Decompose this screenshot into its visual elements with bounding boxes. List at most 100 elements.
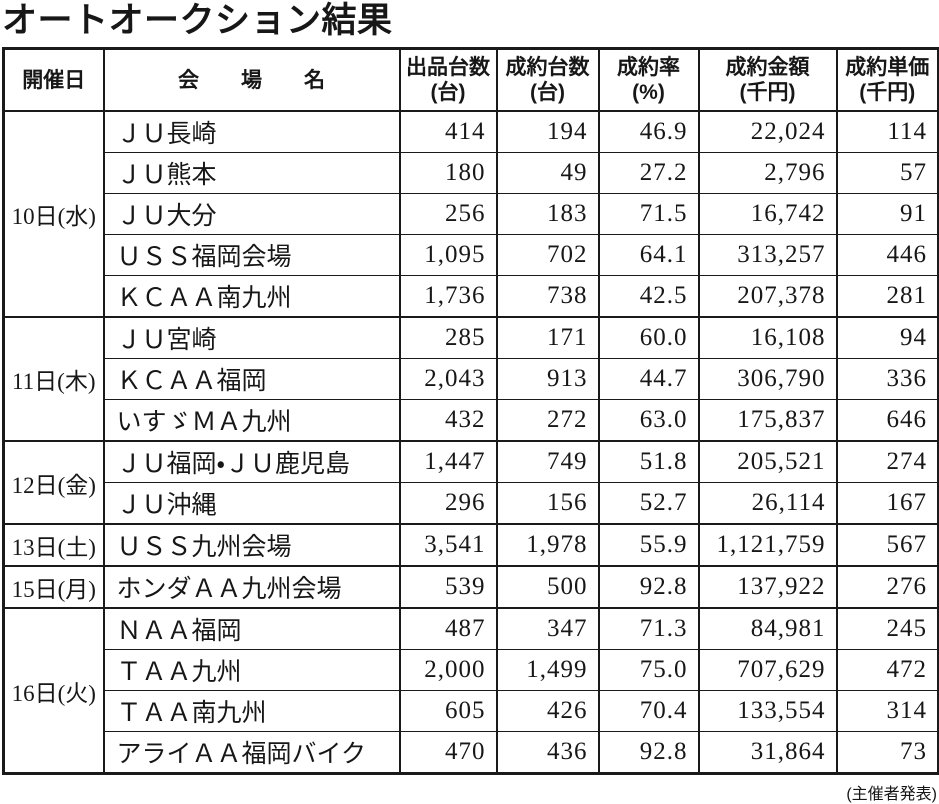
table-row: アライＡＡ福岡バイク 470 436 92.8 31,864 73: [4, 731, 939, 775]
venue-cell: ＫＣＡＡ南九州: [102, 275, 401, 318]
listed-cell: 605: [398, 690, 498, 733]
sold-cell: 738: [495, 275, 600, 318]
venue-cell: ＪＵ宮崎: [102, 316, 401, 360]
sold-cell: 702: [495, 234, 600, 277]
col-header-rate-label: 成約率: [617, 56, 680, 80]
listed-cell: 2,043: [398, 358, 498, 401]
unit-price-cell: 167: [835, 482, 939, 525]
amount-cell: 207,378: [697, 275, 838, 318]
venue-cell: ＪＵ熊本: [102, 152, 401, 195]
amount-cell: 16,108: [697, 316, 838, 360]
col-header-unit-price-label: 成約単価: [845, 56, 930, 80]
col-header-date: 開催日: [2, 47, 105, 113]
amount-cell: 22,024: [697, 110, 838, 154]
sold-cell: 194: [495, 110, 600, 154]
table-row: ＵＳＳ福岡会場 1,095 702 64.1 313,257 446: [4, 234, 939, 277]
col-header-sold-label: 成約台数: [505, 56, 590, 80]
table-row: ＴＡＡ九州 2,000 1,499 75.0 707,629 472: [4, 649, 939, 692]
rate-cell: 27.2: [597, 152, 700, 195]
table-row: 13日(土) ＵＳＳ九州会場 3,541 1,978 55.9 1,121,75…: [2, 523, 939, 567]
rate-cell: 71.3: [597, 607, 700, 651]
col-header-amount: 成約金額 (千円): [697, 47, 838, 113]
unit-price-cell: 274: [835, 440, 939, 484]
col-header-unit-price-unit: (千円): [859, 81, 916, 105]
venue-cell: ＴＡＡ南九州: [102, 690, 401, 733]
col-header-rate-unit: (%): [632, 81, 665, 105]
listed-cell: 3,541: [398, 523, 498, 567]
venue-cell: アライＡＡ福岡バイク: [102, 731, 401, 775]
venue-cell: ＪＵ沖縄: [102, 482, 401, 525]
listed-cell: 2,000: [398, 649, 498, 692]
amount-cell: 205,521: [697, 440, 838, 484]
sold-cell: 156: [495, 482, 600, 525]
rate-cell: 92.8: [597, 731, 700, 775]
unit-price-cell: 472: [835, 649, 939, 692]
col-header-unit-price: 成約単価 (千円): [835, 47, 939, 113]
listed-cell: 285: [398, 316, 498, 360]
sold-cell: 183: [495, 193, 600, 236]
col-header-amount-label: 成約金額: [725, 56, 810, 80]
venue-cell: ＴＡＡ九州: [102, 649, 401, 692]
sold-cell: 272: [495, 399, 600, 442]
table-row: ＪＵ熊本 180 49 27.2 2,796 57: [4, 152, 939, 195]
col-header-venue-label: 会 場 名: [178, 68, 325, 92]
sold-cell: 347: [495, 607, 600, 651]
venue-cell: ＮＡＡ福岡: [102, 607, 401, 651]
sold-cell: 49: [495, 152, 600, 195]
amount-cell: 16,742: [697, 193, 838, 236]
table-row: ＴＡＡ南九州 605 426 70.4 133,554 314: [4, 690, 939, 733]
col-header-listed-label: 出品台数: [406, 56, 490, 80]
amount-cell: 26,114: [697, 482, 838, 525]
unit-price-cell: 114: [835, 110, 939, 154]
page-title: オートオークション結果: [2, 1, 393, 40]
rate-cell: 42.5: [597, 275, 700, 318]
table-row: 15日(月) ホンダＡＡ九州会場 539 500 92.8 137,922 27…: [2, 565, 939, 609]
rate-cell: 64.1: [597, 234, 700, 277]
unit-price-cell: 646: [835, 399, 939, 442]
rate-cell: 60.0: [597, 316, 700, 360]
table-row: ＫＣＡＡ福岡 2,043 913 44.7 306,790 336: [4, 358, 939, 401]
col-header-venue: 会 場 名: [102, 47, 401, 113]
col-header-rate: 成約率 (%): [597, 47, 700, 113]
col-header-amount-unit: (千円): [739, 81, 796, 105]
rate-cell: 46.9: [597, 110, 700, 154]
table-body: 10日(水) ＪＵ長崎 414 194 46.9 22,024 114 ＪＵ熊本…: [2, 110, 939, 775]
table-header: 開催日 会 場 名 出品台数 (台) 成約台数 (台) 成約率 (%) 成約金額 (千円…: [2, 47, 939, 113]
rate-cell: 55.9: [597, 523, 700, 567]
table-row: 11日(木) ＪＵ宮崎 285 171 60.0 16,108 94: [2, 316, 939, 442]
rate-cell: 52.7: [597, 482, 700, 525]
amount-cell: 707,629: [697, 649, 838, 692]
listed-cell: 180: [398, 152, 498, 195]
unit-price-cell: 245: [835, 607, 939, 651]
date-cell: 12日(金): [2, 440, 105, 525]
unit-price-cell: 94: [835, 316, 939, 360]
amount-cell: 137,922: [697, 565, 838, 609]
unit-price-cell: 567: [835, 523, 939, 567]
amount-cell: 84,981: [697, 607, 838, 651]
rate-cell: 63.0: [597, 399, 700, 442]
venue-cell: いすゞＭＡ九州: [102, 399, 401, 442]
table-row: 12日(金) ＪＵ福岡・ＪＵ鹿児島 1,447 749 51.8 205,521…: [2, 440, 939, 525]
table-row: ＪＵ大分 256 183 71.5 16,742 91: [4, 193, 939, 236]
sold-cell: 171: [495, 316, 600, 360]
sold-cell: 1,978: [495, 523, 600, 567]
amount-cell: 175,837: [697, 399, 838, 442]
col-header-sold-unit: (台): [530, 81, 565, 105]
amount-cell: 313,257: [697, 234, 838, 277]
unit-price-cell: 73: [835, 731, 939, 775]
listed-cell: 1,447: [398, 440, 498, 484]
venue-cell: ＪＵ長崎: [102, 110, 401, 154]
listed-cell: 296: [398, 482, 498, 525]
listed-cell: 432: [398, 399, 498, 442]
amount-cell: 31,864: [697, 731, 838, 775]
results-table: 開催日 会 場 名 出品台数 (台) 成約台数 (台) 成約率 (%) 成約金額 (千円…: [2, 47, 939, 776]
unit-price-cell: 446: [835, 234, 939, 277]
listed-cell: 1,095: [398, 234, 498, 277]
unit-price-cell: 314: [835, 690, 939, 733]
listed-cell: 256: [398, 193, 498, 236]
col-header-listed-unit: (台): [430, 81, 466, 105]
date-cell: 16日(火): [2, 607, 105, 775]
col-header-sold: 成約台数 (台): [495, 47, 600, 113]
sold-cell: 426: [495, 690, 600, 733]
date-cell: 11日(木): [2, 316, 105, 442]
